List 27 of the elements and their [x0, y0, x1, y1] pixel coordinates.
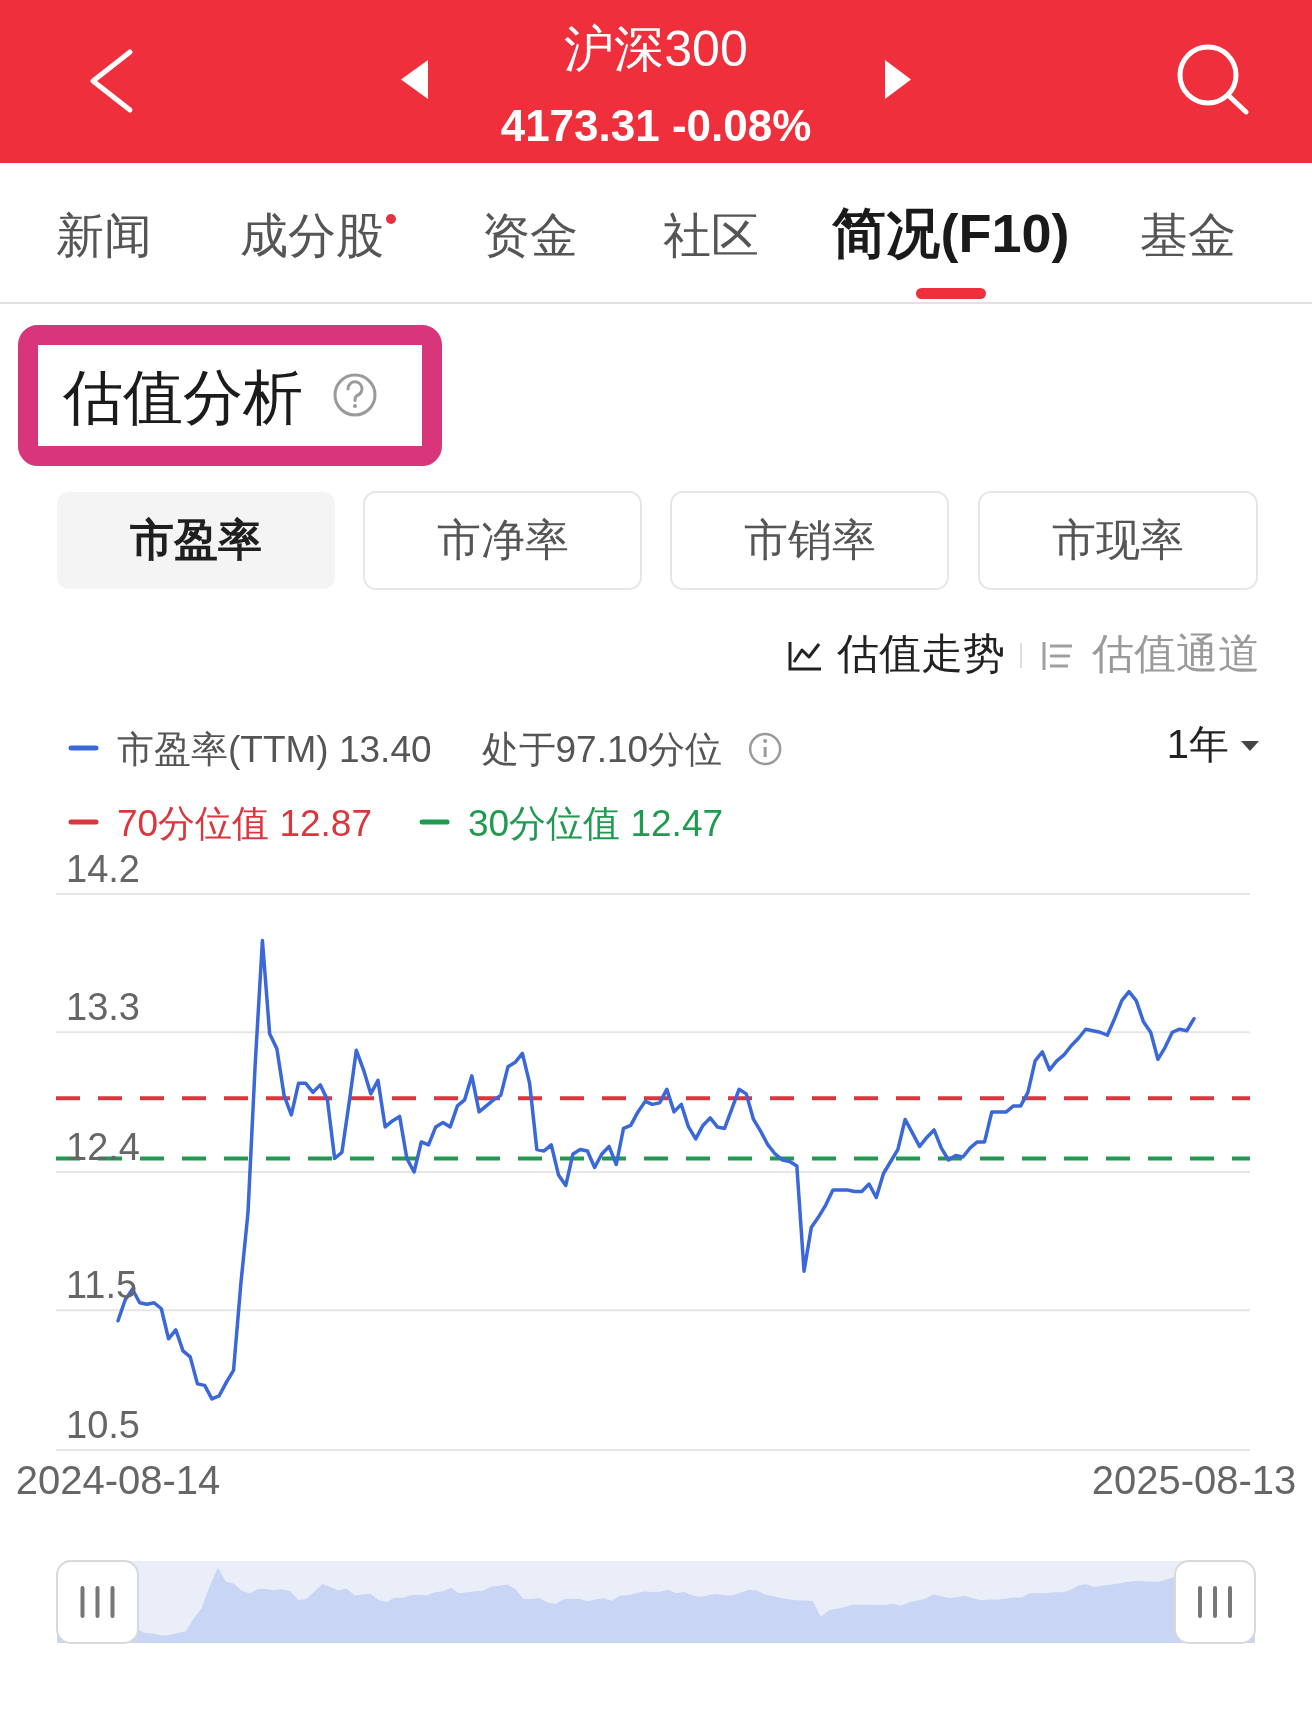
tab-label: 社区 — [663, 209, 759, 262]
y-tick-label: 12.4 — [66, 1126, 140, 1168]
view-toggle: 估值走势 — [837, 630, 1005, 677]
button-label: 市销率 — [743, 515, 876, 564]
legend-label: 市盈率(TTM) 13.40 — [117, 729, 432, 770]
subtitle: 4173.31 -0.08% — [500, 101, 812, 150]
button-label: 市现率 — [1052, 515, 1184, 564]
legend-label: 30分位值 12.47 — [468, 803, 724, 844]
tab-label: 基金 — [1140, 209, 1236, 262]
range-selector: 1年 — [1166, 722, 1229, 766]
y-tick-label: 10.5 — [66, 1404, 140, 1446]
legend-label: 70分位值 12.87 — [117, 803, 373, 844]
x-tick-label: 2024-08-14 — [15, 1458, 221, 1502]
y-tick-label: 14.2 — [66, 848, 140, 890]
x-tick-label: 2025-08-13 — [1091, 1458, 1297, 1502]
tab-label: 资金 — [482, 209, 578, 262]
tab-label: 新闻 — [56, 209, 152, 262]
button-label: 市盈率 — [130, 515, 262, 564]
button-label: 市净率 — [436, 515, 569, 564]
note: 处于97.10分位 — [481, 729, 723, 770]
tab-label: 简况(F10) — [832, 203, 1070, 263]
title: 沪深300 — [564, 21, 748, 77]
section-title: 估值分析 — [63, 364, 303, 431]
y-tick-label: 13.3 — [66, 986, 140, 1029]
tab-label: 成分股 — [240, 209, 384, 262]
view-toggle: 估值通道 — [1092, 630, 1260, 677]
y-tick-label: 11.5 — [66, 1264, 138, 1307]
